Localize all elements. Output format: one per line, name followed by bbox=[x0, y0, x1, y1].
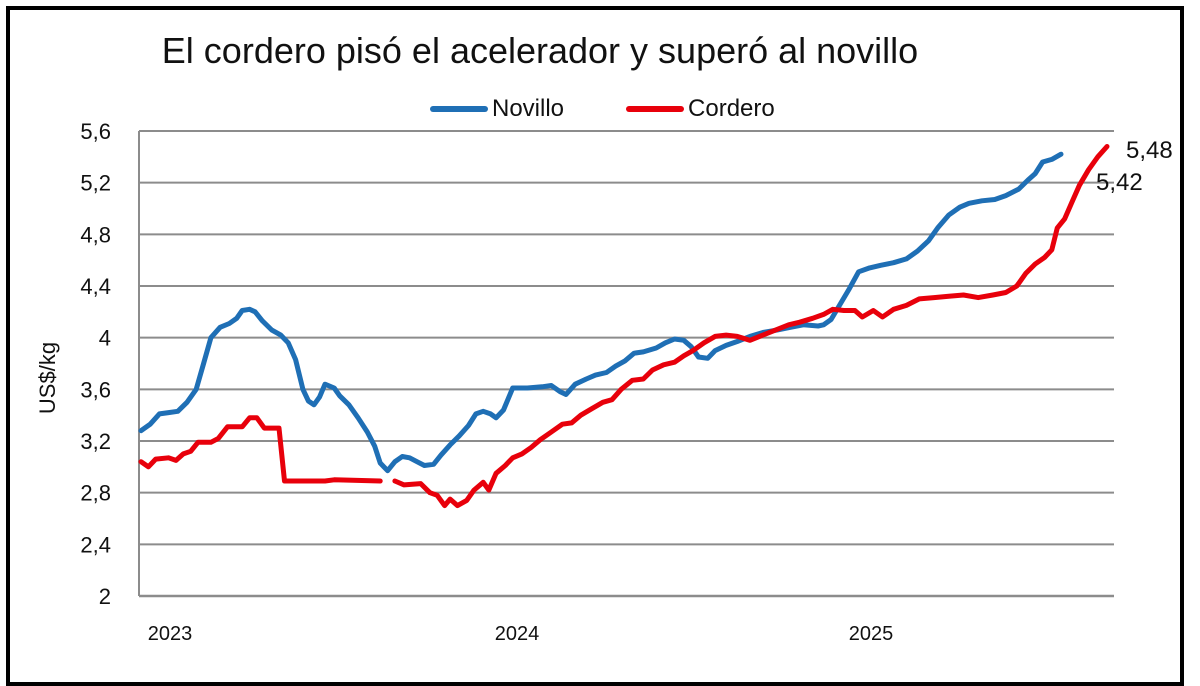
series-line-novillo bbox=[138, 151, 1064, 474]
series-line-cordero bbox=[138, 415, 383, 484]
legend-swatch-novillo bbox=[430, 106, 488, 112]
y-axis-label: US$/kg bbox=[35, 342, 60, 414]
x-tick-label: 2023 bbox=[148, 623, 193, 645]
y-tick-label: 4,8 bbox=[80, 222, 111, 247]
legend-label-novillo: Novillo bbox=[492, 95, 565, 122]
y-tick-label: 3,6 bbox=[80, 377, 111, 402]
y-tick-label: 5,6 bbox=[80, 119, 111, 144]
series-lines bbox=[138, 144, 1110, 509]
gridlines bbox=[138, 130, 1114, 598]
y-tick-label: 4,4 bbox=[80, 274, 111, 299]
y-axis-ticks: 2 2,4 2,8 3,2 3,6 4 4,4 4,8 5,2 5,6 bbox=[80, 119, 111, 609]
y-tick-label: 2 bbox=[99, 584, 111, 609]
chart-frame bbox=[6, 6, 1184, 686]
legend-swatch-cordero bbox=[626, 106, 685, 112]
legend-item-cordero: Cordero bbox=[626, 95, 775, 123]
annotation-novillo-last: 5,42 bbox=[1096, 169, 1143, 196]
legend-item-novillo: Novillo bbox=[430, 95, 564, 123]
legend-label-cordero: Cordero bbox=[688, 95, 775, 122]
x-tick-label: 2024 bbox=[495, 623, 540, 645]
y-tick-label: 2,8 bbox=[80, 481, 111, 506]
chart-legend: Novillo Cordero bbox=[430, 94, 837, 124]
y-tick-label: 3,2 bbox=[80, 429, 111, 454]
x-tick-label: 2025 bbox=[849, 623, 894, 645]
y-tick-label: 5,2 bbox=[80, 171, 111, 196]
y-tick-label: 2,4 bbox=[80, 532, 111, 557]
x-axis-ticks: 2023 2024 2025 bbox=[148, 623, 894, 645]
annotation-cordero-last: 5,48 bbox=[1126, 137, 1173, 164]
chart-title: El cordero pisó el acelerador y superó a… bbox=[161, 30, 919, 71]
y-tick-label: 4 bbox=[99, 326, 111, 351]
series-line-cordero bbox=[392, 144, 1110, 509]
